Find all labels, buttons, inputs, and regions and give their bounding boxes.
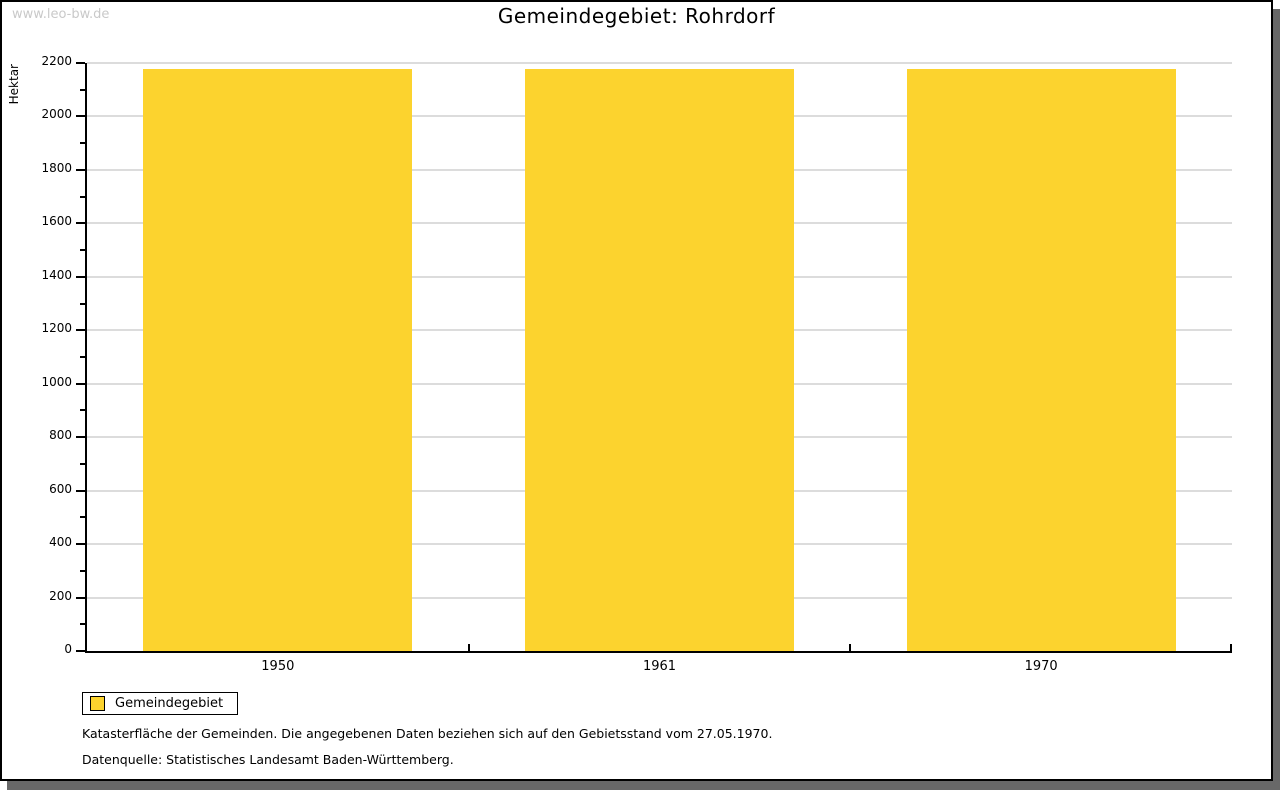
y-axis-tick	[76, 329, 85, 332]
x-axis-boundary-tick	[467, 644, 470, 651]
y-axis-tick	[76, 382, 85, 385]
y-axis-tick	[76, 62, 85, 64]
plot-area: 0 200 400 600 800 1000 1200 1400 1600 1800 2000 220…	[41, 54, 1232, 674]
y-axis-tick-label: 600	[49, 481, 72, 496]
gridline	[87, 62, 1232, 64]
y-axis-minor-tick	[80, 302, 85, 305]
y-axis-tick-label: 400	[49, 535, 72, 550]
y-axis-tick	[76, 168, 85, 171]
x-axis-boundary-tick	[849, 644, 852, 651]
y-axis-minor-tick	[80, 195, 85, 198]
y-axis-tick-label: 2000	[41, 107, 72, 122]
bar-1970	[906, 69, 1176, 651]
y-axis-tick	[76, 222, 85, 225]
y-axis-tick	[76, 596, 85, 599]
y-axis-tick-label: 1800	[41, 160, 72, 175]
y-axis-minor-tick	[80, 462, 85, 465]
footnote-description: Katasterfläche der Gemeinden. Die angege…	[82, 726, 773, 741]
y-axis-tick-label: 1400	[41, 267, 72, 282]
y-axis-minor-tick	[80, 409, 85, 412]
y-axis-tick-label: 0	[64, 642, 72, 656]
legend-label: Gemeindegebiet	[115, 696, 224, 711]
y-axis-tick-label: 1000	[41, 374, 72, 389]
y-axis-tick-label: 200	[49, 588, 72, 603]
x-axis-end-tick	[1230, 644, 1232, 651]
legend-swatch-icon	[90, 696, 105, 711]
y-axis-title: Hektar	[7, 64, 21, 105]
y-axis-tick-label: 1600	[41, 214, 72, 229]
y-axis-tick	[76, 489, 85, 492]
x-axis-category-label: 1970	[1024, 659, 1058, 674]
y-axis-tick-label: 800	[49, 428, 72, 443]
x-axis-category-label: 1950	[261, 659, 295, 674]
watermark: www.leo-bw.de	[12, 7, 110, 22]
y-axis-minor-tick	[80, 569, 85, 572]
footnote-source: Datenquelle: Statistisches Landesamt Bad…	[82, 752, 454, 767]
y-axis-tick-label: 1200	[41, 321, 72, 336]
y-axis-tick	[76, 543, 85, 546]
y-axis-minor-tick	[80, 623, 85, 626]
y-axis-minor-tick	[80, 88, 85, 91]
y-axis-tick	[76, 115, 85, 118]
bar-1961	[524, 69, 795, 651]
legend-box: Gemeindegebiet	[82, 692, 239, 715]
y-axis-minor-tick	[80, 516, 85, 519]
y-axis-minor-tick	[80, 249, 85, 252]
y-axis-tick-label: 2200	[41, 54, 72, 68]
y-axis-tick	[76, 650, 85, 652]
y-axis-minor-tick	[80, 356, 85, 358]
y-axis-tick	[76, 275, 85, 278]
y-axis-tick	[76, 436, 85, 439]
bar-1950	[143, 69, 413, 651]
chart-title: Gemeindegebiet: Rohrdorf	[497, 4, 776, 28]
y-axis-minor-tick	[80, 142, 85, 145]
x-axis-category-label: 1961	[642, 659, 677, 674]
